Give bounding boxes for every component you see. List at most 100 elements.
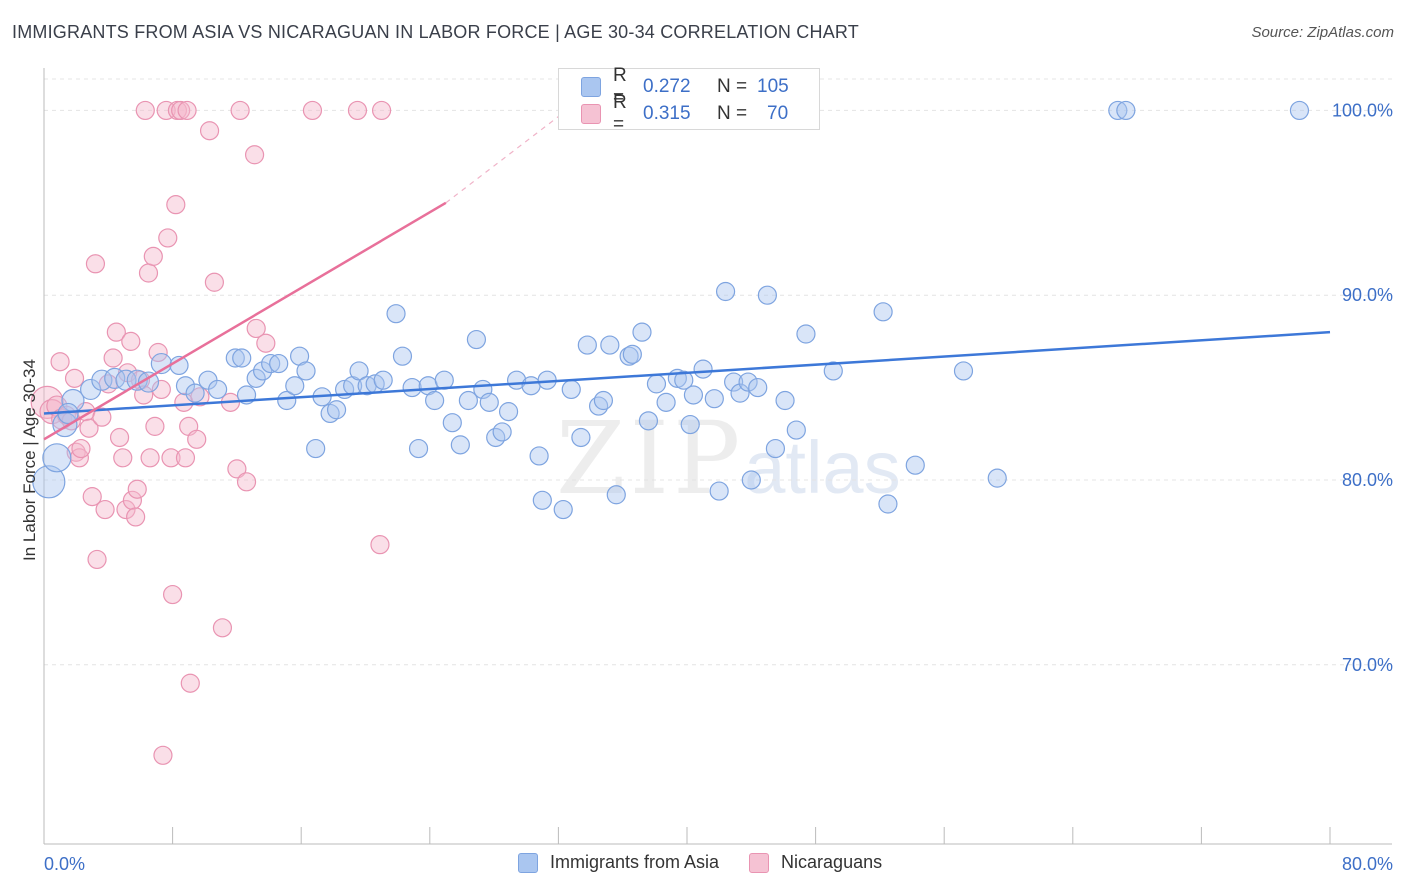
asia-point [953, 361, 974, 381]
r-value: 0.315 [643, 103, 691, 124]
nicaraguan-point [95, 499, 115, 520]
asia-point [306, 438, 326, 459]
asia-point [479, 392, 499, 412]
y-tick-label: 80.0% [1342, 470, 1393, 490]
asia-point [571, 427, 591, 448]
asia-point [656, 392, 676, 412]
nicaraguan-point [140, 448, 160, 468]
nicaraguan-point [135, 100, 155, 121]
nicaraguan-point [371, 100, 392, 121]
nicaraguan-point [246, 318, 266, 339]
asia-point [42, 443, 72, 473]
asia-point [104, 367, 126, 389]
nicaraguan-trend-extension [445, 109, 567, 204]
asia-points [32, 100, 1310, 520]
watermark-atlas: atlas [744, 426, 901, 509]
asia-point [823, 361, 843, 381]
legend-label-nicaraguans: Nicaraguans [781, 852, 883, 872]
nicaraguan-point [175, 448, 196, 468]
nicaraguan-point [151, 379, 171, 400]
n-label: N = [717, 76, 748, 97]
asia-point [638, 411, 659, 431]
asia-point [757, 285, 777, 305]
asia-point [600, 335, 620, 355]
nicaraguan-point [85, 254, 106, 274]
asia-point [786, 420, 806, 440]
n-value: 105 [757, 76, 789, 97]
asia-point [434, 370, 454, 390]
nicaraguan-point [166, 195, 186, 215]
asia-legend-swatch [518, 852, 538, 873]
axes [43, 68, 1392, 845]
asia-point [709, 481, 729, 501]
asia-point [137, 371, 160, 393]
asia-point [232, 348, 252, 368]
nicaraguan-point [153, 745, 173, 765]
nicaraguan-point [177, 100, 197, 121]
asia-point [748, 377, 768, 398]
nicaraguan-point [145, 416, 165, 436]
asia-point [680, 414, 700, 435]
asia-point [619, 346, 639, 366]
asia-point [408, 438, 429, 459]
nicaraguan-point [64, 368, 85, 388]
y-tick-label: 90.0% [1342, 285, 1393, 305]
nicaraguans-points [30, 100, 392, 765]
asia-point [326, 400, 347, 420]
asia-point [632, 322, 652, 342]
asia-point [796, 324, 816, 344]
nicaraguan-point [126, 507, 146, 527]
r-label: R = [613, 92, 627, 135]
nicaraguans-legend-swatch [749, 852, 770, 873]
asia-point [208, 379, 228, 400]
asia-point [466, 329, 487, 350]
asia-point [185, 383, 205, 403]
n-label: N = [717, 103, 748, 124]
asia-point [532, 490, 552, 510]
asia-point [646, 374, 667, 394]
x-tick-label: 80.0% [1342, 854, 1393, 874]
watermark-zip: ZIP [556, 400, 745, 517]
nicaraguan-point [127, 479, 147, 499]
axis-labels: 70.0% 80.0% 90.0% 100.0% 0.0% 80.0% In Labor F… [20, 100, 1393, 874]
nicaraguan-point [50, 352, 70, 372]
asia-point [498, 402, 519, 422]
asia-point [593, 390, 614, 411]
nicaraguan-trend-line [43, 201, 447, 441]
nicaraguan-point [256, 333, 276, 353]
nicaraguan-point [347, 100, 368, 121]
asia-point [269, 353, 289, 374]
nicaraguan-point [187, 429, 207, 449]
asia-point [442, 413, 462, 433]
nicaraguan-point [302, 100, 323, 121]
y-axis-title: In Labor Force | Age 30-34 [20, 359, 39, 561]
asia-point [693, 359, 713, 379]
source-credit: Source: ZipAtlas.com [1251, 24, 1394, 41]
asia-point [458, 390, 478, 411]
asia-point [296, 361, 316, 381]
asia-point [529, 446, 549, 466]
nicaraguan-point [109, 427, 130, 448]
asia-point [674, 370, 694, 390]
asia-trend-line [43, 330, 1331, 415]
asia-point [878, 494, 898, 514]
nicaraguan-point [121, 331, 141, 351]
asia-point [561, 379, 581, 400]
legend-item-asia[interactable]: Immigrants from Asia [518, 852, 719, 873]
asia-point [905, 455, 925, 475]
legend-item-nicaraguans[interactable]: Nicaraguans [749, 852, 882, 873]
asia-point [741, 470, 761, 490]
asia-point [373, 370, 393, 390]
asia-point [277, 390, 297, 411]
asia-point [285, 376, 305, 396]
trend-lines [43, 109, 1331, 441]
asia-point [175, 376, 196, 396]
asia-point [402, 377, 422, 398]
nicaraguan-point [171, 100, 191, 121]
nicaraguan-point [230, 100, 250, 121]
r-label: R = [613, 65, 627, 108]
asia-point [246, 368, 266, 388]
nicaraguan-point [92, 407, 112, 427]
nicaraguan-point [113, 448, 133, 468]
